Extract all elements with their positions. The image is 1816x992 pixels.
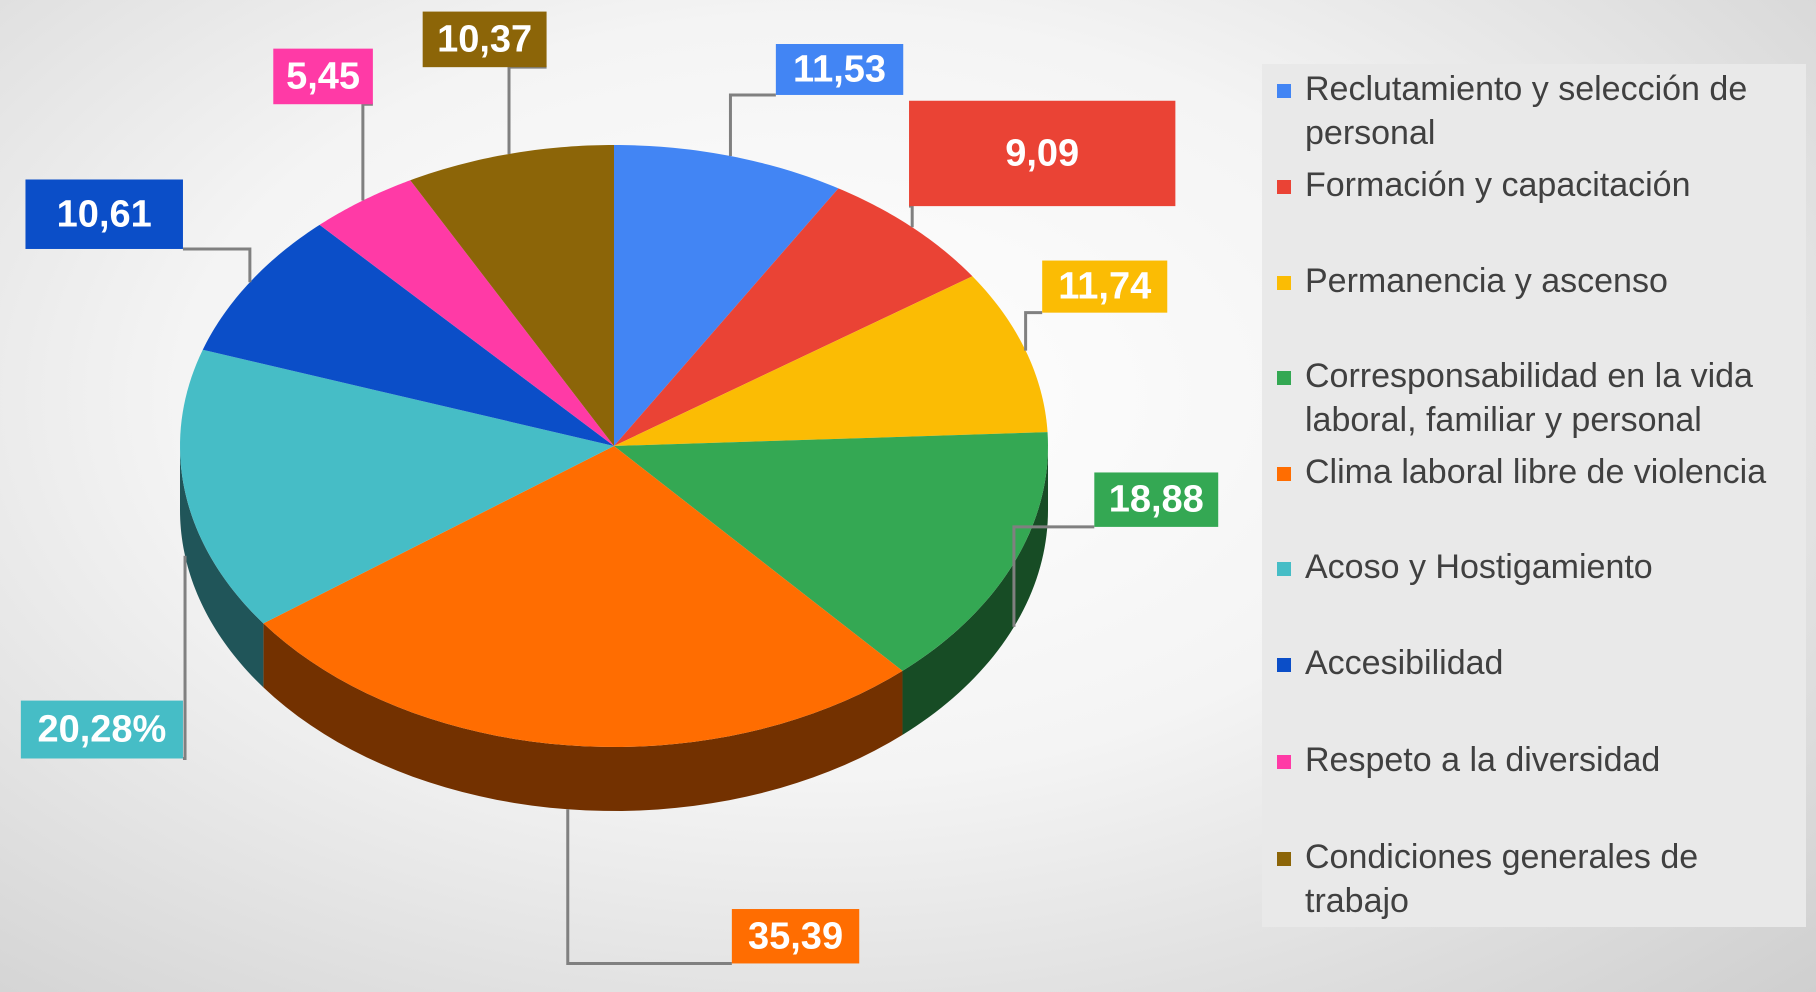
data-label: 11,74 — [1058, 266, 1151, 308]
label-box — [1042, 260, 1168, 313]
legend: Reclutamiento y selección de personal For… — [1262, 64, 1806, 927]
slice — [614, 145, 839, 446]
legend-swatch — [1277, 852, 1291, 866]
leader-line — [182, 247, 252, 283]
legend-label: Respeto a la diversidad — [1305, 741, 1661, 779]
legend-label: Accesibilidad — [1305, 644, 1504, 682]
slice-side — [180, 446, 264, 688]
data-label: 18,88 — [1109, 479, 1204, 521]
data-label: 5,45 — [286, 55, 360, 97]
legend-label: Acoso y Hostigamiento — [1305, 548, 1653, 586]
label-box — [25, 179, 183, 249]
slice-side — [902, 446, 1048, 735]
leader-line — [361, 102, 373, 201]
leader-line — [1024, 311, 1043, 351]
legend-swatch — [1277, 755, 1291, 769]
legend-swatch — [1277, 658, 1291, 672]
label-box — [1094, 472, 1219, 527]
slice — [410, 145, 614, 446]
legend-label: Condiciones generales de trabajo — [1305, 838, 1699, 920]
slice — [614, 188, 973, 446]
legend-swatch — [1277, 276, 1291, 290]
legend-label: Clima laboral libre de violencia — [1305, 453, 1767, 491]
leader-line — [728, 93, 776, 157]
legend-label: Formación y capacitación — [1305, 166, 1691, 204]
data-label: 35,39 — [748, 915, 843, 957]
data-label: 10,61 — [57, 193, 152, 235]
slice — [180, 349, 614, 624]
label-box — [731, 909, 860, 964]
data-label: 9,09 — [1005, 132, 1079, 174]
leader-line — [1012, 525, 1095, 627]
leader-line — [507, 65, 547, 154]
leader-line — [566, 809, 732, 965]
legend-label: Reclutamiento y selección de personal — [1305, 70, 1748, 152]
label-box — [775, 44, 904, 95]
legend-swatch — [1277, 84, 1291, 98]
legend-swatch — [1277, 562, 1291, 576]
slice — [263, 446, 903, 747]
data-label: 11,53 — [793, 49, 886, 91]
legend-swatch — [1277, 371, 1291, 385]
legend-label: Corresponsabilidad en la vida laboral, f… — [1305, 357, 1753, 439]
label-box — [20, 700, 183, 759]
label-box — [422, 11, 547, 68]
slice-side — [263, 623, 903, 811]
leader-line — [909, 204, 914, 228]
label-box — [273, 48, 373, 105]
slice — [614, 276, 1048, 446]
slice — [614, 432, 1048, 671]
data-label: 20,28% — [37, 709, 166, 751]
leader-line — [182, 555, 187, 760]
legend-label: Permanencia y ascenso — [1305, 262, 1668, 300]
legend-swatch — [1277, 467, 1291, 481]
slice — [202, 224, 614, 446]
label-box — [909, 100, 1176, 207]
data-label: 10,37 — [437, 18, 532, 60]
legend-swatch — [1277, 180, 1291, 194]
slice — [319, 180, 614, 446]
